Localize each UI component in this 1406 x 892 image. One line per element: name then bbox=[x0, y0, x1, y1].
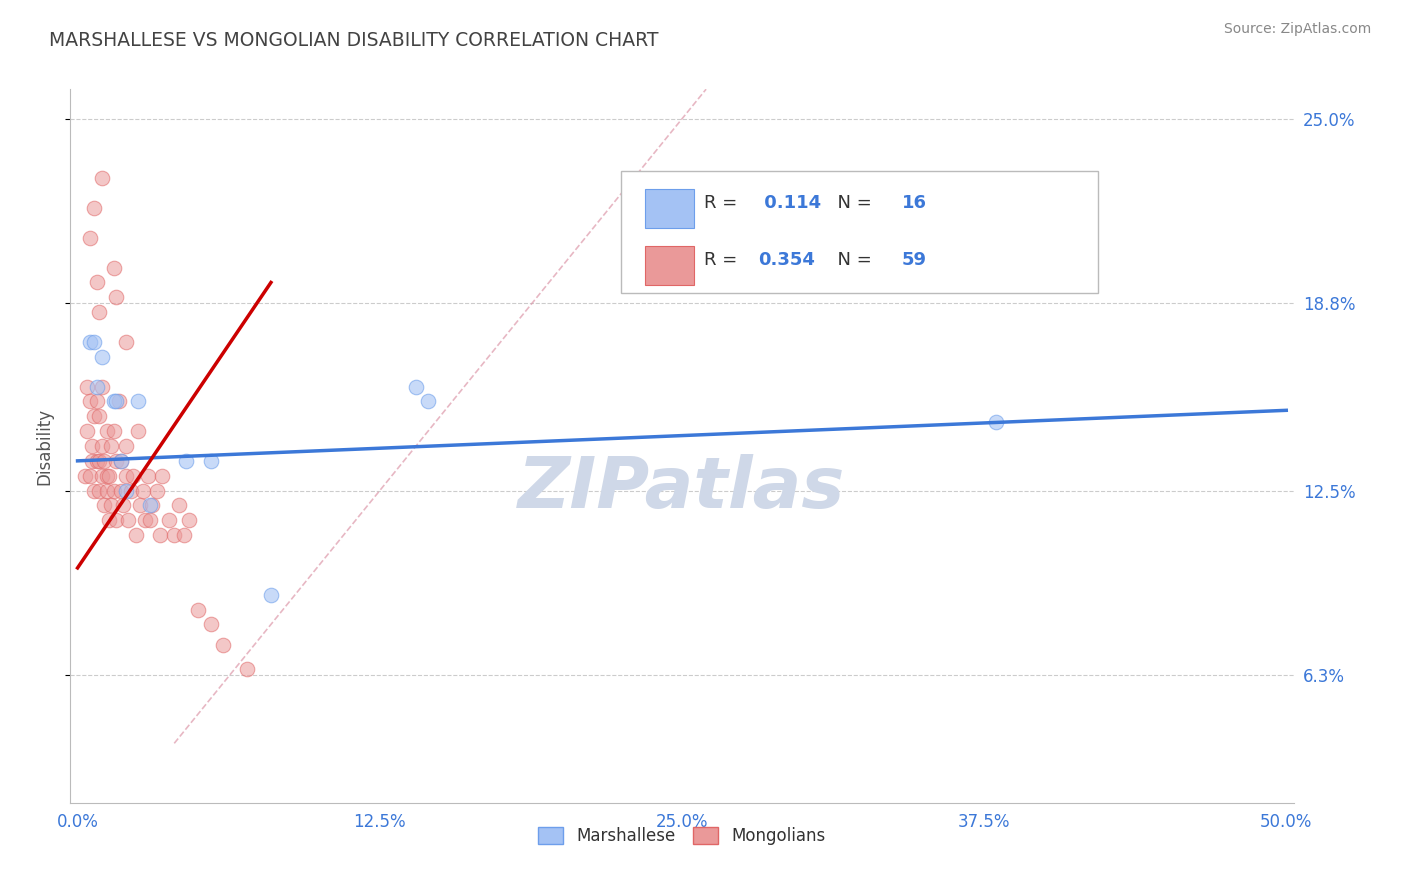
Point bbox=[76, 379, 98, 393]
Point bbox=[79, 334, 101, 349]
Point bbox=[139, 499, 162, 513]
Point bbox=[120, 483, 142, 498]
Point bbox=[76, 424, 98, 438]
Point bbox=[141, 499, 163, 513]
Point bbox=[86, 454, 108, 468]
Text: R =: R = bbox=[704, 252, 742, 269]
Point bbox=[96, 468, 118, 483]
Point bbox=[79, 394, 101, 409]
Text: 0.354: 0.354 bbox=[758, 252, 814, 269]
Point bbox=[163, 528, 186, 542]
Point bbox=[236, 662, 259, 676]
Point bbox=[173, 528, 195, 542]
Point bbox=[89, 409, 111, 424]
Point bbox=[110, 483, 132, 498]
Point bbox=[100, 499, 122, 513]
Point bbox=[98, 468, 121, 483]
Point bbox=[107, 394, 129, 409]
Text: Source: ZipAtlas.com: Source: ZipAtlas.com bbox=[1223, 22, 1371, 37]
Point bbox=[80, 439, 103, 453]
Point bbox=[105, 290, 128, 304]
Point bbox=[90, 379, 112, 393]
Point bbox=[86, 394, 108, 409]
Text: R =: R = bbox=[704, 194, 742, 212]
Point bbox=[103, 483, 125, 498]
Text: MARSHALLESE VS MONGOLIAN DISABILITY CORRELATION CHART: MARSHALLESE VS MONGOLIAN DISABILITY CORR… bbox=[49, 31, 658, 50]
Point bbox=[176, 454, 198, 468]
Point bbox=[115, 483, 138, 498]
Point bbox=[90, 439, 112, 453]
Point bbox=[89, 305, 111, 319]
Point bbox=[73, 468, 96, 483]
Point bbox=[93, 454, 115, 468]
Point bbox=[90, 468, 112, 483]
Point bbox=[150, 468, 173, 483]
Point bbox=[83, 201, 105, 215]
Legend: Marshallese, Mongolians: Marshallese, Mongolians bbox=[531, 820, 832, 852]
Point bbox=[124, 528, 146, 542]
Point bbox=[110, 454, 132, 468]
Point bbox=[187, 602, 209, 616]
Point bbox=[86, 379, 108, 393]
Point bbox=[83, 334, 105, 349]
Point bbox=[105, 454, 128, 468]
Text: 59: 59 bbox=[903, 252, 927, 269]
Point bbox=[986, 415, 1008, 429]
Point bbox=[139, 513, 162, 527]
FancyBboxPatch shape bbox=[645, 246, 695, 285]
Point bbox=[110, 454, 132, 468]
Point bbox=[83, 409, 105, 424]
Point bbox=[134, 513, 156, 527]
Point bbox=[86, 276, 108, 290]
Point bbox=[103, 260, 125, 275]
Point bbox=[122, 468, 145, 483]
Point bbox=[177, 513, 200, 527]
Point bbox=[103, 394, 125, 409]
Point bbox=[416, 394, 439, 409]
Point bbox=[96, 483, 118, 498]
Point bbox=[100, 439, 122, 453]
Y-axis label: Disability: Disability bbox=[35, 408, 53, 484]
Point bbox=[89, 483, 111, 498]
Point bbox=[89, 454, 111, 468]
Point bbox=[127, 424, 149, 438]
Point bbox=[115, 468, 138, 483]
Point bbox=[79, 468, 101, 483]
Point bbox=[80, 454, 103, 468]
FancyBboxPatch shape bbox=[645, 189, 695, 228]
Point bbox=[149, 528, 172, 542]
Point bbox=[200, 617, 222, 632]
Point bbox=[105, 513, 128, 527]
Point bbox=[405, 379, 427, 393]
Point bbox=[167, 499, 190, 513]
Text: N =: N = bbox=[827, 194, 877, 212]
Point bbox=[157, 513, 180, 527]
Point bbox=[96, 424, 118, 438]
Point bbox=[117, 513, 139, 527]
Point bbox=[115, 334, 138, 349]
Text: N =: N = bbox=[827, 252, 877, 269]
Point bbox=[79, 231, 101, 245]
Point bbox=[200, 454, 222, 468]
FancyBboxPatch shape bbox=[621, 171, 1098, 293]
Point bbox=[136, 468, 159, 483]
Point bbox=[83, 483, 105, 498]
Point bbox=[103, 424, 125, 438]
Point bbox=[211, 638, 233, 652]
Point bbox=[105, 394, 128, 409]
Point bbox=[127, 394, 149, 409]
Point bbox=[146, 483, 169, 498]
Point bbox=[115, 439, 138, 453]
Point bbox=[260, 588, 283, 602]
Point bbox=[98, 513, 121, 527]
Text: ZIPatlas: ZIPatlas bbox=[519, 454, 845, 524]
Point bbox=[93, 499, 115, 513]
Point bbox=[129, 499, 152, 513]
Point bbox=[112, 499, 135, 513]
Point bbox=[90, 171, 112, 186]
Point bbox=[132, 483, 155, 498]
Text: 16: 16 bbox=[903, 194, 927, 212]
Text: 0.114: 0.114 bbox=[758, 194, 821, 212]
Point bbox=[90, 350, 112, 364]
